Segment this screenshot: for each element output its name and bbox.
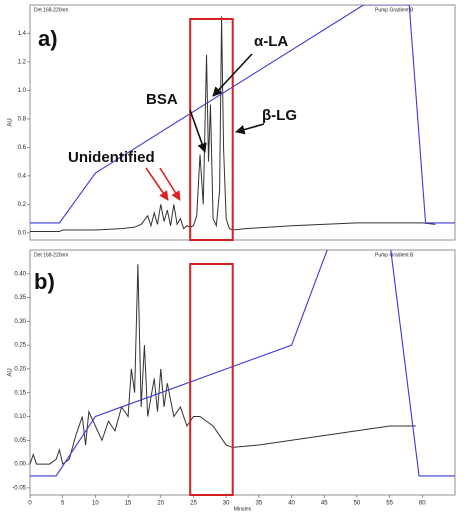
x-tick-label: 40: [288, 501, 295, 507]
y-tick-label: 1.2: [18, 60, 27, 66]
y-tick-label: 0.20: [14, 367, 26, 373]
arrow: [145, 167, 169, 201]
axis-label: Pump Gradient B: [375, 7, 414, 13]
panel-label: b): [34, 269, 55, 294]
header: Det 168-220nm: [34, 252, 68, 258]
arrows: [145, 53, 265, 201]
y-tick-label: 0.40: [14, 271, 26, 277]
arrow: [159, 167, 181, 201]
x-tick-label: 5: [61, 501, 65, 507]
y-tick-label: -0.05: [12, 485, 26, 491]
y-tick-label: 0.30: [14, 319, 26, 325]
arrow: [235, 123, 265, 135]
x-tick-label: 0: [28, 501, 32, 507]
panel: Det 168-220nm Pump Gradient B AU 0.0 0.2 0.4 0…: [8, 4, 456, 241]
x-tick-label: 20: [157, 501, 164, 507]
x-tick-label: 55: [386, 501, 393, 507]
x-tick-label: 10: [92, 501, 99, 507]
plot-area: [30, 5, 455, 232]
x-tick-label: 15: [125, 501, 132, 507]
y-tick-label: 0.05: [14, 438, 26, 444]
annotation: β-LG: [262, 107, 297, 124]
plot-frame: [29, 4, 456, 241]
y-tick-label: 0.0: [18, 230, 27, 236]
y-tick-label: 0.6: [18, 145, 27, 151]
x-tick-label: 45: [321, 501, 328, 507]
highlight-box: [189, 263, 234, 496]
y-tick-label: 1.0: [18, 88, 27, 94]
x-tick-label: 50: [354, 501, 361, 507]
annotation: α-LA: [254, 33, 288, 50]
annotation: Unidentified: [68, 149, 155, 166]
y-tick-label: 0.25: [14, 343, 26, 349]
x-axis-label: Minutes: [234, 506, 252, 512]
line: [30, 250, 455, 477]
x-tick-label: 25: [190, 501, 197, 507]
plot-frame: [29, 249, 456, 496]
annotation: BSA: [146, 91, 178, 108]
x-tick-label: 35: [256, 501, 263, 507]
y-axis-label: AU: [8, 118, 14, 126]
plot-area: [30, 250, 455, 477]
panel-label: a): [38, 26, 58, 51]
axis-label: Pump Gradient B: [375, 252, 414, 258]
x-tick-label: 30: [223, 501, 230, 507]
y-tick-label: 0.35: [14, 295, 26, 301]
line: [30, 16, 436, 232]
line: [30, 264, 416, 465]
header: Det 168-220nm: [34, 7, 68, 13]
y-tick-label: 0.4: [18, 173, 27, 179]
arrow: [212, 53, 253, 97]
y-tick-label: 0.00: [14, 462, 26, 468]
y-axis-label: AU: [8, 368, 14, 376]
y-tick-label: 0.8: [18, 117, 27, 123]
arrow: [189, 109, 207, 153]
line: [30, 5, 455, 224]
x-tick-label: 60: [419, 501, 426, 507]
y-tick-label: 0.10: [14, 414, 26, 420]
highlight-box: [189, 18, 234, 241]
y-tick-label: 0.2: [18, 202, 27, 208]
y-tick-label: 0.15: [14, 390, 26, 396]
panel: Det 168-220nm Pump Gradient B AU -0.05 0.00 0…: [8, 249, 456, 512]
y-tick-label: 1.4: [18, 31, 27, 37]
